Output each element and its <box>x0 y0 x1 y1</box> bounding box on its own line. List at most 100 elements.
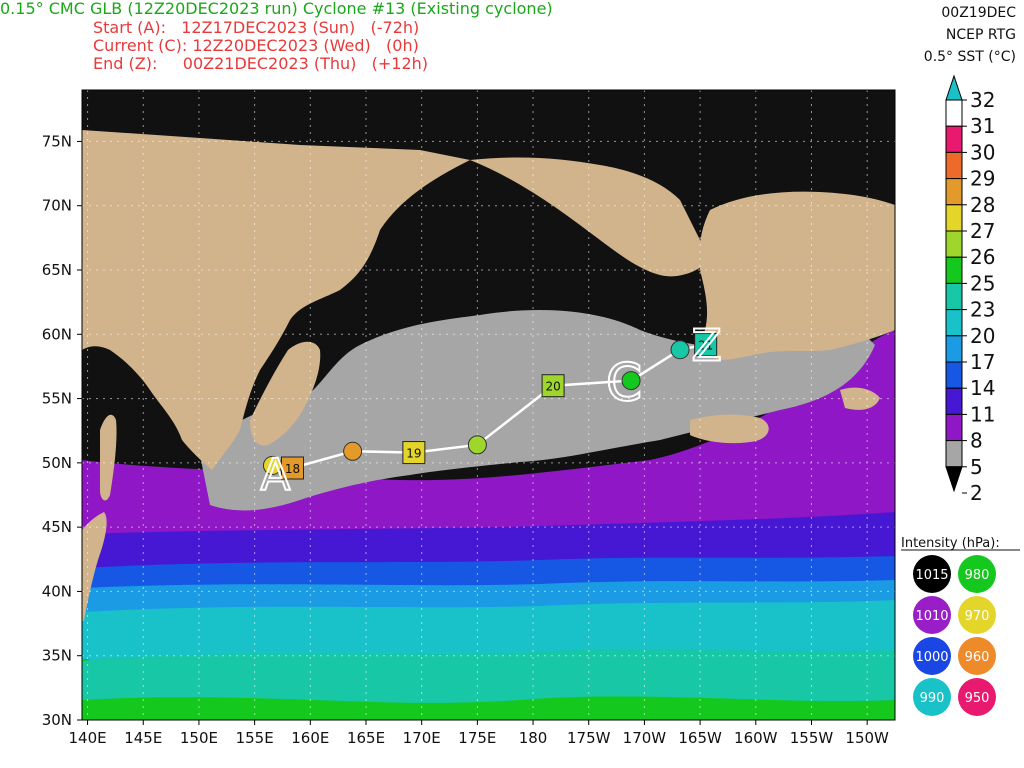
track-point <box>343 441 363 461</box>
intensity-legend-label: 960 <box>965 650 990 665</box>
track-time-marker <box>280 456 304 480</box>
lat-tick-label: 45N <box>42 518 72 536</box>
intensity-legend-circle <box>958 637 996 675</box>
colorbar-label: 20 <box>970 324 995 348</box>
map-title: 0.15° CMC GLB (12Z20DEC2023 run) Cyclone… <box>0 0 553 18</box>
intensity-legend-label: 1000 <box>915 650 948 665</box>
colorbar-label: 14 <box>970 376 995 400</box>
intensity-legend-circle <box>913 555 951 593</box>
lon-tick-label: 150E <box>180 729 218 747</box>
colorbar-label: 28 <box>970 193 995 217</box>
lon-tick-label: 155W <box>790 729 834 747</box>
lon-tick-label: 170W <box>623 729 667 747</box>
lon-tick-label: 160W <box>734 729 778 747</box>
track-start-letter: A <box>260 449 290 500</box>
colorbar-label: 23 <box>970 298 995 322</box>
track-time-label: 20 <box>545 380 560 394</box>
colorbar-top-arrow <box>945 74 963 101</box>
colorbar-cell <box>945 413 963 442</box>
current-time: Current (C): 12Z20DEC2023 (Wed) (0h) <box>93 36 419 55</box>
land-japan <box>82 512 107 622</box>
land-kamchatka <box>250 341 321 446</box>
intensity-legend-circle <box>958 555 996 593</box>
colorbar-cell <box>945 204 963 232</box>
start-time: Start (A): 12Z17DEC2023 (Sun) (-72h) <box>93 18 420 37</box>
colorbar-cell <box>945 335 963 363</box>
colorbar-cell <box>945 256 963 284</box>
colorbar-label: 29 <box>970 167 995 191</box>
lat-tick-label: 70N <box>42 197 72 215</box>
track-time-label: 19 <box>406 447 421 461</box>
intensity-legend-circle <box>913 596 951 634</box>
colorbar-label: 8 <box>970 429 983 453</box>
map-frame <box>81 89 896 721</box>
sst-band-cold <box>200 310 875 511</box>
lon-tick-label: 170E <box>403 729 441 747</box>
sst-product: 0.5° SST (°C) <box>923 49 1016 65</box>
intensity-legend: 1015 980 1010 970 1000 960 990 950 <box>913 555 996 716</box>
land-aleutian-bay <box>690 414 769 444</box>
sst-source: NCEP RTG <box>945 27 1016 43</box>
intensity-legend-circle <box>958 596 996 634</box>
colorbar-label: 32 <box>970 88 995 112</box>
colorbar-cell <box>945 99 963 127</box>
cyclone-track: 18 19 20 21 A CZ <box>259 320 722 502</box>
intensity-legend-label: 950 <box>965 691 990 706</box>
intensity-legend-label: 990 <box>920 691 945 706</box>
intensity-legend-title: Intensity (hPa): <box>901 536 1000 551</box>
track-point <box>670 340 690 360</box>
colorbar-cell <box>945 309 963 337</box>
lat-tick-label: 65N <box>42 261 72 279</box>
intensity-legend-circle <box>958 678 996 716</box>
track-point <box>467 435 487 455</box>
sst-date: 00Z19DEC <box>941 5 1016 21</box>
intensity-legend-label: 1015 <box>915 568 948 583</box>
lat-tick-label: 50N <box>42 454 72 472</box>
track-time-marker <box>541 374 565 398</box>
lon-tick-label: 150W <box>845 729 889 747</box>
track-time-label: 18 <box>285 462 300 476</box>
colorbar-label: 17 <box>970 350 995 374</box>
lat-tick-label: 40N <box>42 582 72 600</box>
track-end-letter: Z <box>692 321 722 372</box>
lat-tick-label: 30N <box>42 711 72 729</box>
colorbar-cell <box>945 125 963 153</box>
latitude-labels: 75N 70N 65N 60N 55N 50N 45N 40N 35N 30N <box>42 132 82 729</box>
grid <box>82 90 895 720</box>
lon-tick-label: 155E <box>236 729 274 747</box>
land-chukotka <box>470 157 710 277</box>
longitude-labels: 140E 145E 150E 155E 160E 165E 170E 175E 180 175W 1… <box>69 720 889 747</box>
colorbar-label: 27 <box>970 219 995 243</box>
colorbar-label: 25 <box>970 271 995 295</box>
colorbar-cell <box>945 230 963 258</box>
lat-tick-label: 35N <box>42 647 72 665</box>
lat-tick-label: 55N <box>42 390 72 408</box>
lat-tick-label: 60N <box>42 325 72 343</box>
colorbar-cell <box>945 178 963 206</box>
intensity-legend-label: 970 <box>965 609 990 624</box>
colorbar-cell <box>945 387 963 415</box>
lon-tick-label: 145E <box>124 729 162 747</box>
lon-tick-label: 165E <box>347 729 385 747</box>
map-area <box>82 90 895 720</box>
track-current-letter: C <box>606 354 642 414</box>
colorbar-cell <box>945 361 963 389</box>
track-time-marker <box>694 333 718 357</box>
colorbar-label: 2 <box>970 481 983 505</box>
colorbar-label: 26 <box>970 245 995 269</box>
colorbar-cell <box>945 440 963 468</box>
end-time: End (Z): 00Z21DEC2023 (Thu) (+12h) <box>93 54 429 73</box>
intensity-legend-circle <box>913 678 951 716</box>
land-sakhalin <box>100 414 117 501</box>
colorbar-label: 11 <box>970 402 995 426</box>
lon-tick-label: 175E <box>458 729 496 747</box>
lon-tick-label: 175W <box>567 729 611 747</box>
colorbar-label: 5 <box>970 455 983 479</box>
track-point <box>621 371 641 391</box>
lon-tick-label: 140E <box>69 729 107 747</box>
intensity-legend-label: 1010 <box>915 609 948 624</box>
colorbar-bottom-arrow <box>945 466 963 493</box>
sst-band-20 <box>82 593 895 660</box>
